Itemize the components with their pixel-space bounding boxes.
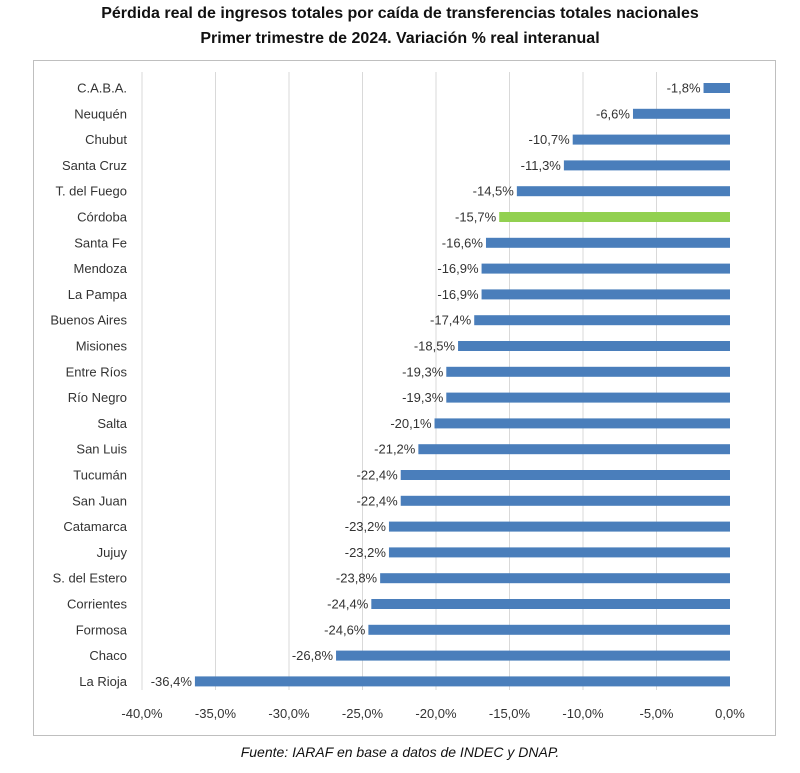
data-label: -24,6% [324, 622, 366, 637]
category-label: La Pampa [68, 287, 128, 302]
bar [703, 83, 730, 93]
category-label: Formosa [76, 622, 128, 637]
bar [371, 599, 730, 609]
bar [418, 444, 730, 455]
bar [434, 418, 730, 429]
bar [485, 237, 730, 248]
x-tick-label: -20,0% [415, 706, 457, 721]
data-label: -16,6% [442, 235, 484, 250]
data-label: -18,5% [414, 339, 456, 354]
data-label: -26,8% [292, 648, 334, 663]
category-label: San Luis [76, 442, 127, 457]
x-tick-label: -5,0% [640, 706, 674, 721]
bar [400, 470, 730, 480]
bar [499, 212, 730, 222]
category-label: Santa Cruz [62, 158, 127, 173]
x-tick-label: -35,0% [195, 706, 237, 721]
bar [474, 315, 730, 326]
data-label: -22,4% [357, 493, 399, 508]
category-label: Buenos Aires [50, 313, 127, 328]
category-label: Córdoba [77, 210, 128, 225]
data-label: -1,8% [667, 81, 701, 96]
category-label: La Rioja [79, 674, 127, 689]
category-label: Río Negro [68, 390, 127, 405]
bar [516, 186, 730, 197]
data-label: -23,2% [345, 519, 387, 534]
data-label: -15,7% [455, 210, 497, 225]
category-label: C.A.B.A. [77, 81, 127, 96]
category-label: Santa Fe [74, 235, 127, 250]
data-label: -14,5% [473, 184, 515, 199]
x-tick-label: -40,0% [121, 706, 163, 721]
category-label: Entre Ríos [66, 364, 128, 379]
bar [368, 624, 730, 635]
x-tick-label: -25,0% [342, 706, 384, 721]
category-label: Jujuy [97, 545, 128, 560]
chart-subtitle: Primer trimestre de 2024. Variación % re… [200, 30, 600, 47]
x-tick-label: -10,0% [562, 706, 604, 721]
data-label: -19,3% [402, 390, 444, 405]
data-label: -21,2% [374, 442, 416, 457]
data-label: -6,6% [596, 106, 630, 121]
category-label: Chaco [89, 648, 127, 663]
bar [400, 495, 730, 506]
data-label: -17,4% [430, 313, 472, 328]
bar [388, 547, 730, 558]
x-tick-label: -15,0% [489, 706, 531, 721]
category-label: Misiones [76, 339, 128, 354]
data-label: -19,3% [402, 364, 444, 379]
bar [563, 160, 730, 171]
category-label: Tucumán [73, 468, 127, 483]
category-label: Catamarca [63, 519, 127, 534]
category-label: T. del Fuego [55, 184, 127, 199]
bar [446, 392, 730, 403]
bar [446, 366, 730, 377]
bar-chart: -40,0% -35,0% -30,0% -25,0% -20,0% -15,0% -10,… [50, 72, 745, 721]
bar [481, 289, 730, 300]
data-label: -20,1% [390, 416, 432, 431]
chart-frame [33, 60, 776, 736]
data-label: -16,9% [437, 287, 479, 302]
data-label: -22,4% [357, 468, 399, 483]
data-label: -10,7% [529, 132, 571, 147]
category-label: Mendoza [74, 261, 128, 276]
category-label: Chubut [85, 132, 127, 147]
bar [632, 108, 730, 119]
bar [388, 521, 730, 532]
x-tick-label: 0,0% [715, 706, 745, 721]
data-label: -23,8% [336, 571, 378, 586]
data-label: -11,3% [521, 158, 562, 173]
category-label: Salta [97, 416, 127, 431]
chart-title: Pérdida real de ingresos totales por caí… [101, 5, 699, 22]
bar [194, 676, 731, 687]
source-note: Fuente: IARAF en base a datos de INDEC y… [240, 744, 560, 760]
data-label: -24,4% [327, 597, 369, 612]
data-label: -36,4% [151, 674, 193, 689]
data-label: -16,9% [437, 261, 479, 276]
bar [336, 650, 730, 661]
category-label: S. del Estero [53, 571, 127, 586]
data-label: -23,2% [345, 545, 387, 560]
category-label: San Juan [72, 493, 127, 508]
category-label: Corrientes [67, 597, 127, 612]
bar [458, 341, 730, 351]
x-tick-label: -30,0% [268, 706, 310, 721]
bar [572, 134, 730, 145]
bar [380, 573, 730, 584]
bar [481, 263, 730, 274]
category-label: Neuquén [74, 106, 127, 121]
